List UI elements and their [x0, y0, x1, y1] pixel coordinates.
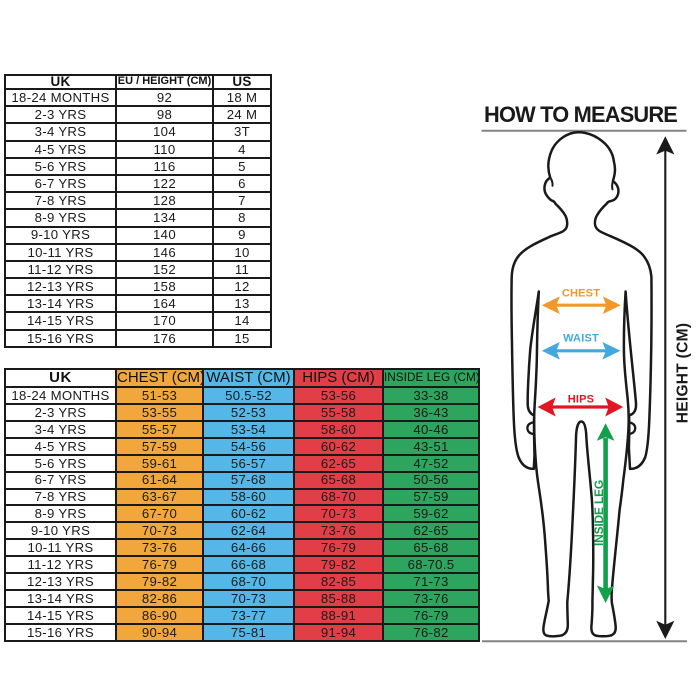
svg-text:CHEST: CHEST — [562, 288, 600, 300]
svg-text:INSIDE LEG: INSIDE LEG — [592, 480, 606, 546]
svg-text:HIPS: HIPS — [568, 393, 594, 405]
svg-text:HEIGHT (CM): HEIGHT (CM) — [675, 323, 692, 424]
svg-text:WAIST: WAIST — [563, 332, 599, 344]
